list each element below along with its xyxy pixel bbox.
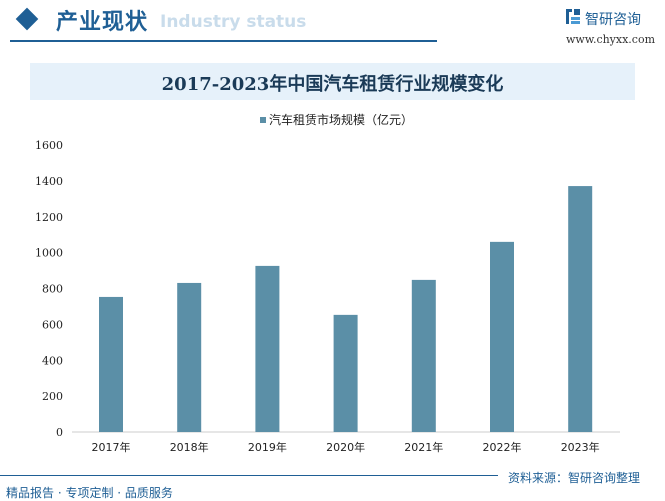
bar-2018年 xyxy=(177,282,202,432)
y-tick-label: 0 xyxy=(56,426,63,439)
y-tick-label: 600 xyxy=(42,318,63,331)
legend-swatch xyxy=(260,116,266,123)
legend-label: 汽车租赁市场规模（亿元） xyxy=(269,113,414,127)
x-tick-label: 2021年 xyxy=(404,440,443,454)
bar-2021年 xyxy=(411,279,436,432)
x-tick-label: 2020年 xyxy=(326,440,365,454)
y-tick-label: 200 xyxy=(42,390,63,403)
x-tick-label: 2023年 xyxy=(561,440,600,454)
footer-tagline: 精品报告 · 专项定制 · 品质服务 xyxy=(6,486,173,500)
bar-2019年 xyxy=(255,265,280,432)
x-tick-label: 2019年 xyxy=(248,440,287,454)
x-tick-label: 2018年 xyxy=(170,440,209,454)
section-subtitle: Industry status xyxy=(160,12,307,32)
y-tick-label: 1200 xyxy=(35,211,63,224)
header-divider xyxy=(10,40,437,42)
x-tick-label: 2022年 xyxy=(483,440,522,454)
footer-divider xyxy=(0,475,498,476)
bar-2023年 xyxy=(568,186,593,432)
source-note: 资料来源：智研咨询整理 xyxy=(508,471,641,485)
y-tick-label: 800 xyxy=(42,283,63,296)
y-tick-label: 1000 xyxy=(35,247,63,260)
y-tick-label: 1400 xyxy=(35,175,63,188)
brand-name: 智研咨询 xyxy=(585,12,641,28)
chart-title: 2017-2023年中国汽车租赁行业规模变化 xyxy=(161,74,504,95)
section-title: 产业现状 xyxy=(56,10,149,35)
chart-title-band: 2017-2023年中国汽车租赁行业规模变化 xyxy=(30,63,635,100)
y-tick-label: 1600 xyxy=(35,139,63,152)
y-tick-label: 400 xyxy=(42,354,63,367)
brand-logo-icon xyxy=(566,9,580,24)
legend: 汽车租赁市场规模（亿元） xyxy=(260,111,413,128)
x-tick-label: 2017年 xyxy=(92,440,131,454)
bar-2017年 xyxy=(99,296,123,432)
bar-2022年 xyxy=(490,241,514,432)
bar-2020年 xyxy=(333,314,358,432)
brand-url[interactable]: www.chyxx.com xyxy=(566,33,656,46)
